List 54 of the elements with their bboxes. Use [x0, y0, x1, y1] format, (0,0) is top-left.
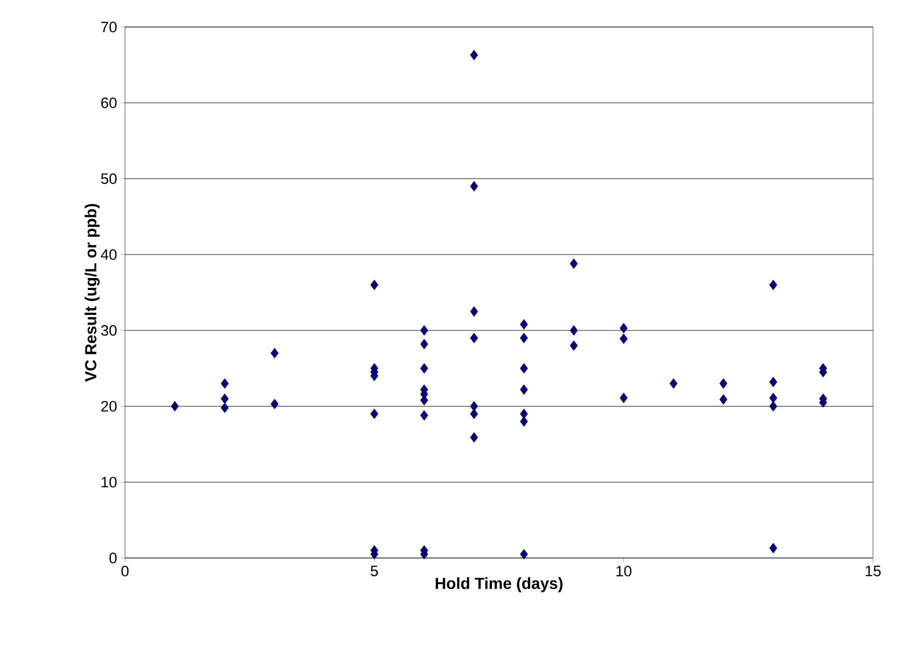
y-tick-label: 70	[101, 22, 117, 32]
point	[570, 340, 578, 351]
point	[769, 542, 778, 554]
y-tick-label: 20	[101, 400, 117, 412]
x-axis-title: Hold Time (days)	[436, 577, 562, 592]
point	[420, 363, 428, 374]
point	[520, 363, 528, 374]
point	[769, 280, 778, 290]
point	[470, 401, 478, 412]
point	[620, 392, 628, 404]
point	[520, 332, 528, 344]
point	[220, 402, 229, 413]
point	[470, 50, 478, 60]
x-tick-label: 15	[866, 566, 881, 576]
x-tick-label: 10	[616, 566, 632, 576]
point	[769, 392, 778, 404]
point	[520, 319, 528, 330]
point	[220, 378, 229, 389]
point	[220, 393, 229, 404]
point	[420, 338, 428, 350]
point	[620, 322, 628, 334]
point	[520, 548, 528, 560]
y-axis-title: VC Result (ug/L or ppb)	[84, 204, 100, 382]
point	[520, 408, 528, 420]
y-tick-label: 50	[101, 173, 117, 184]
y-tick-label: 30	[101, 325, 117, 336]
y-tick-label: 10	[102, 476, 117, 488]
point	[719, 378, 728, 389]
point	[470, 306, 478, 317]
point	[620, 334, 628, 344]
point	[470, 432, 478, 443]
point	[270, 348, 279, 358]
point	[470, 181, 478, 192]
y-tick-label: 60	[101, 98, 117, 108]
point	[520, 416, 528, 427]
point	[370, 280, 378, 290]
point	[670, 378, 678, 389]
point	[470, 332, 478, 344]
point	[370, 408, 378, 420]
y-tick-label: 0	[109, 552, 117, 564]
point	[170, 401, 179, 412]
point	[570, 325, 578, 336]
point	[470, 408, 478, 420]
point	[420, 410, 428, 421]
point	[420, 325, 428, 336]
point	[719, 394, 728, 405]
point	[769, 376, 778, 388]
point	[570, 258, 578, 269]
y-tick-label: 40	[100, 249, 117, 260]
point	[520, 384, 528, 395]
x-tick-label: 0	[121, 566, 129, 576]
x-tick-label: 5	[370, 566, 378, 576]
point	[769, 401, 778, 412]
point	[270, 398, 279, 410]
